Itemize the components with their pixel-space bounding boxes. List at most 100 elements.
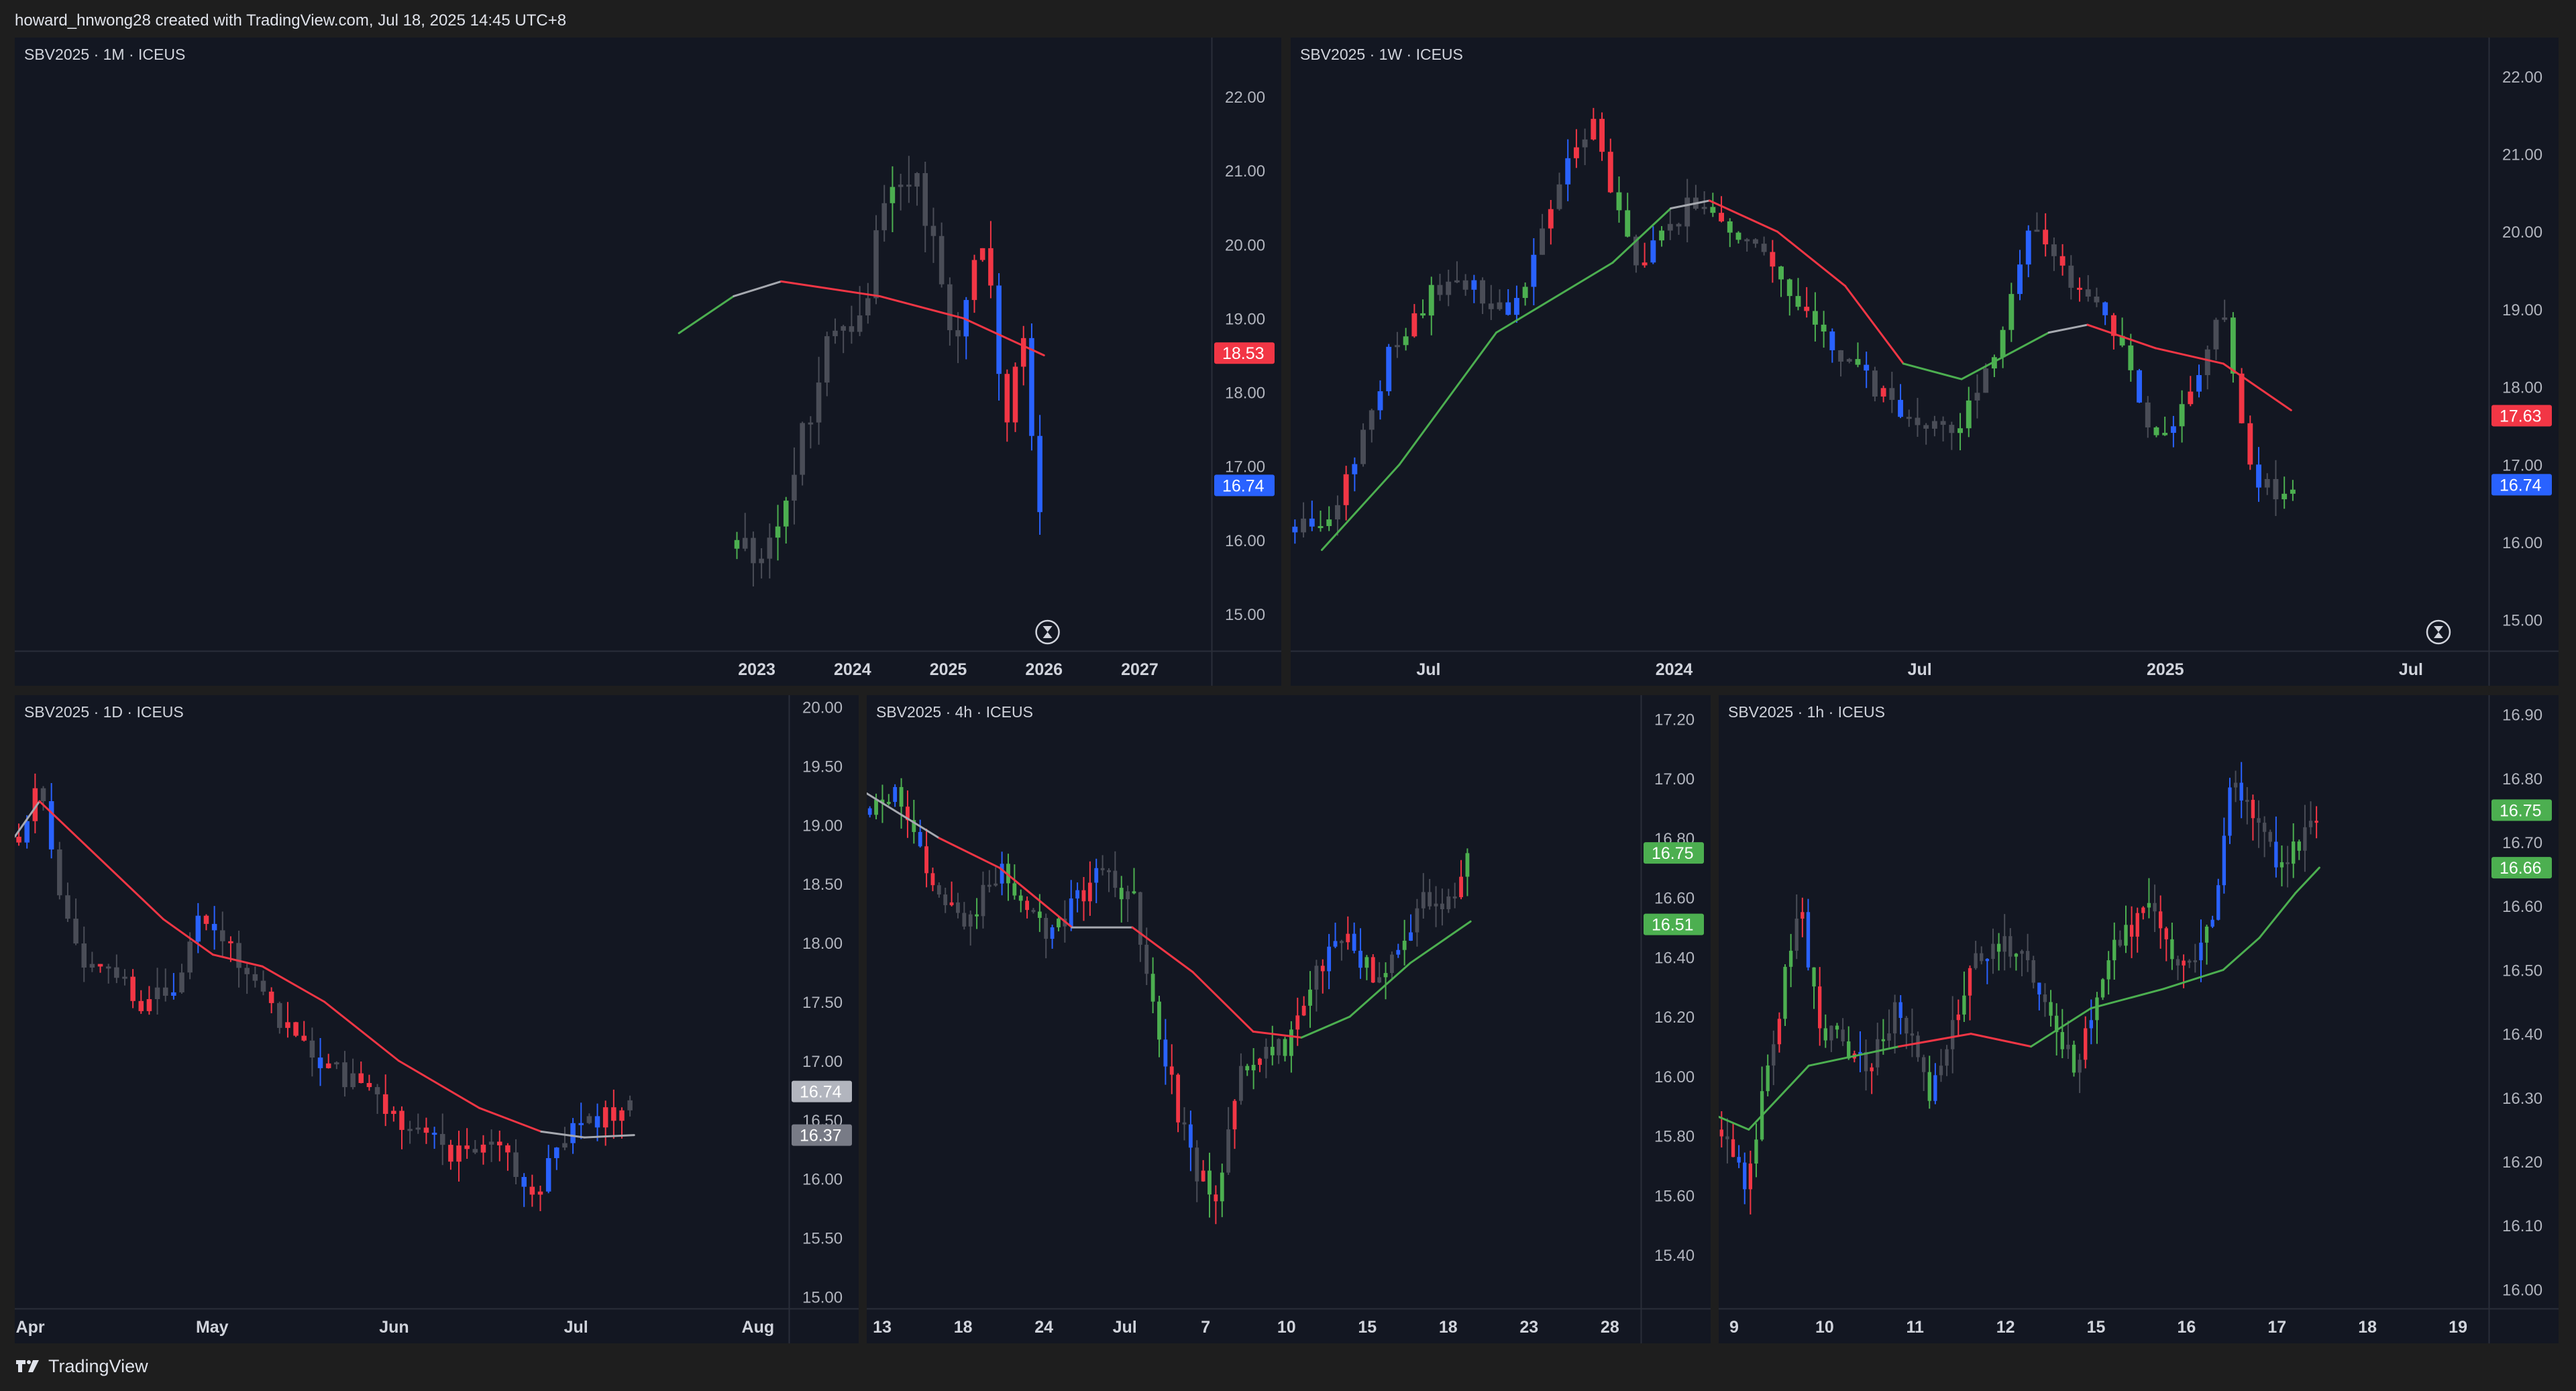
candle — [562, 1127, 568, 1151]
candle — [594, 1103, 600, 1141]
candle — [2262, 816, 2267, 858]
candle — [1245, 1064, 1250, 1076]
candle — [399, 1106, 405, 1149]
pane-title: SBV2025 · 1h · ICEUS — [1728, 703, 1885, 721]
price-axis[interactable]: 17.2017.0016.8016.6016.4016.2016.0015.80… — [1654, 711, 1695, 1265]
time-axis[interactable]: 2023 2024 2025 2026 2027 — [738, 660, 1159, 679]
candle-body — [1906, 417, 1912, 419]
candle-body — [252, 974, 258, 981]
price-axis[interactable]: 22.00 21.00 20.00 19.00 18.00 17.00 16.00 15.00 — [1225, 89, 1265, 624]
candle — [943, 887, 948, 913]
candle-body — [1945, 1049, 1949, 1066]
time-axis[interactable]: Jul 2024 Jul 2025 Jul — [1416, 660, 2423, 679]
candle-body — [219, 930, 225, 941]
candle-body — [2170, 426, 2176, 433]
moving-average-segment — [2294, 866, 2320, 894]
candle-body — [1100, 868, 1105, 870]
candle — [1916, 1031, 1920, 1062]
candle-body — [906, 185, 912, 187]
price-tick-label: 16.40 — [2502, 1026, 2542, 1044]
chart-canvas[interactable]: 16.90 16.80 16.70 16.60 16.50 16.40 16.30 16.20… — [1719, 695, 2559, 1343]
candle-body — [1933, 1075, 1937, 1101]
candle — [456, 1131, 462, 1182]
chart-canvas[interactable]: 22.00 21.00 20.00 19.00 18.00 17.00 16.00 15.00… — [15, 38, 1281, 686]
candle-body — [1358, 950, 1362, 968]
price-axis[interactable]: 20.0019.5019.0018.5018.0017.5017.0016.50… — [802, 699, 843, 1307]
candle — [767, 523, 773, 579]
candle — [1326, 506, 1332, 531]
candle-body — [971, 260, 977, 301]
chart-pane-1d[interactable]: 20.00 19.50 19.00 18.50 18.00 17.50 17.00 16.50… — [15, 695, 859, 1343]
candle — [1770, 240, 1776, 283]
candle — [301, 1021, 307, 1042]
chart-canvas[interactable]: 17.2017.0016.8016.6016.4016.2016.0015.80… — [867, 695, 1711, 1343]
candle-body — [2274, 841, 2278, 868]
time-tick-label: 15 — [2087, 1318, 2106, 1337]
candle — [1301, 502, 1307, 538]
price-tick-label: 15.50 — [802, 1230, 843, 1248]
candle-body — [1772, 1044, 1776, 1066]
candle — [751, 531, 756, 587]
candle — [987, 870, 991, 892]
candle-body — [2031, 960, 2035, 983]
candle-body — [105, 966, 111, 969]
candle-body — [2008, 294, 2015, 330]
chart-pane-4h[interactable]: 17.20 17.00 16.80 16.60 16.40 16.20 16.00 15.80… — [867, 695, 1711, 1343]
pane-title: SBV2025 · 1W · ICEUS — [1300, 46, 1463, 63]
time-tick-label: 16 — [2178, 1318, 2196, 1337]
chart-pane-1m[interactable]: 22.00 21.00 20.00 19.00 18.00 17.00 16.00 15.00… — [15, 38, 1281, 686]
candle-body — [2153, 903, 2157, 912]
chart-pane-1h[interactable]: 16.90 16.80 16.70 16.60 16.50 16.40 16.30 16.20… — [1719, 695, 2559, 1343]
candle — [81, 926, 87, 982]
candle — [1684, 178, 1690, 243]
candle — [1847, 1026, 1851, 1060]
time-axis[interactable]: Apr May Jun Jul Aug — [16, 1318, 775, 1337]
time-tick-label: 2025 — [2147, 660, 2184, 679]
footer-brand[interactable]: TradingView — [15, 1354, 148, 1378]
candle-body — [2222, 317, 2228, 320]
candle-body — [1968, 968, 1972, 996]
candle-body — [2164, 928, 2168, 939]
chart-canvas[interactable]: 22.00 21.00 20.00 19.00 18.00 17.00 16.00 15.00… — [1291, 38, 2559, 686]
candle-body — [2129, 925, 2134, 937]
moving-average-segment — [2258, 892, 2297, 939]
candle — [537, 1185, 543, 1211]
candle-body — [1119, 888, 1124, 900]
candle — [874, 793, 878, 820]
candle — [1778, 266, 1784, 297]
candle-body — [562, 1143, 568, 1148]
candle-body — [1465, 853, 1470, 877]
candle-body — [1188, 1124, 1193, 1148]
chart-pane-1w[interactable]: 22.00 21.00 20.00 19.00 18.00 17.00 16.00 15.00… — [1291, 38, 2559, 686]
candle-body — [874, 799, 878, 815]
candle-body — [1889, 388, 1895, 400]
candle — [2213, 317, 2219, 360]
candle — [2102, 301, 2108, 325]
candle — [1855, 342, 1861, 368]
candle-body — [2314, 821, 2318, 823]
candle-body — [1923, 425, 1929, 429]
candle-body — [1163, 1039, 1168, 1067]
time-axis[interactable]: 9 10 11 12 15 16 17 18 19 — [1729, 1318, 2467, 1337]
candle — [1659, 225, 1664, 247]
candle-body — [880, 799, 885, 803]
hourglass-icon[interactable] — [1035, 619, 1060, 645]
time-axis[interactable]: 13 18 24 Jul 7 10 15 18 23 28 — [873, 1318, 1619, 1337]
candle — [2043, 213, 2049, 257]
candle-body — [1232, 1100, 1237, 1130]
price-axis[interactable]: 22.00 21.00 20.00 19.00 18.00 17.00 16.00 15.00 — [2502, 68, 2542, 630]
candle — [366, 1074, 372, 1091]
candle — [1939, 1049, 1943, 1082]
candle — [1531, 238, 1537, 306]
price-axis[interactable]: 16.90 16.80 16.70 16.60 16.50 16.40 16.30 16.20… — [2502, 707, 2542, 1300]
hourglass-icon[interactable] — [2426, 619, 2451, 645]
price-tick-label: 15.80 — [1654, 1128, 1695, 1146]
candle — [505, 1143, 511, 1171]
candle — [867, 806, 872, 818]
candle-body — [179, 972, 184, 992]
candle — [1737, 1145, 1741, 1168]
candle — [1094, 858, 1099, 903]
price-tick-label: 17.20 — [1654, 711, 1695, 729]
candle — [1985, 958, 1990, 984]
chart-canvas[interactable]: 20.0019.5019.0018.5018.0017.5017.0016.50… — [15, 695, 859, 1343]
